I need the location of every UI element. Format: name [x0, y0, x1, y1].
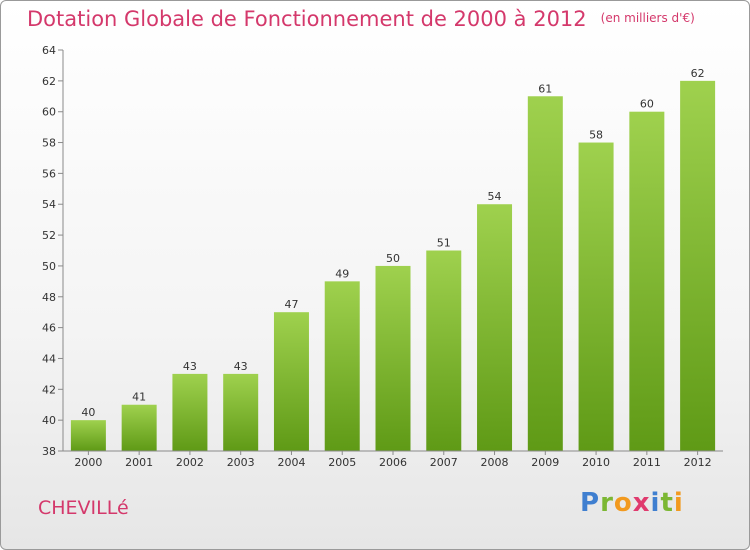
bar-value-label: 50 — [386, 252, 400, 265]
logo-letter: x — [632, 488, 651, 518]
chart-subtitle: (en milliers d'€) — [600, 11, 695, 25]
bar-value-label: 47 — [284, 298, 298, 311]
bar-value-label: 43 — [234, 360, 248, 373]
x-tick-label: 2008 — [481, 456, 509, 469]
y-tick-label: 60 — [42, 106, 56, 119]
bar-value-label: 49 — [335, 267, 349, 280]
y-tick-label: 46 — [42, 322, 56, 335]
x-tick-label: 2001 — [125, 456, 153, 469]
bar — [629, 111, 665, 451]
y-tick-label: 52 — [42, 229, 56, 242]
bar-value-label: 58 — [589, 129, 603, 142]
logo-letter: r — [600, 488, 614, 518]
x-tick-label: 2011 — [633, 456, 661, 469]
bar-value-label: 60 — [640, 98, 654, 111]
bar-value-label: 62 — [691, 67, 705, 80]
bar-value-label: 40 — [81, 406, 95, 419]
chart-title: Dotation Globale de Fonctionnement de 20… — [27, 7, 695, 31]
bar-value-label: 54 — [488, 190, 502, 203]
y-tick-label: 54 — [42, 198, 56, 211]
commune-name: CHEVILLé — [38, 497, 129, 519]
x-tick-label: 2004 — [277, 456, 305, 469]
x-tick-label: 2006 — [379, 456, 407, 469]
y-tick-label: 50 — [42, 260, 56, 273]
bar — [121, 404, 157, 451]
x-tick-label: 2003 — [227, 456, 255, 469]
y-tick-label: 64 — [42, 44, 56, 57]
y-tick-label: 48 — [42, 291, 56, 304]
logo-letter: P — [580, 488, 601, 518]
y-tick-label: 58 — [42, 137, 56, 150]
bar-value-label: 51 — [437, 237, 451, 250]
bars: 40 41 43 43 47 49 50 51 54 61 58 60 62 — [70, 67, 716, 452]
x-axis: 2000 2001 2002 2003 2004 2005 2006 2007 2008 2009… — [63, 450, 723, 469]
logo-letter: t — [660, 488, 674, 518]
chart-title-text: Dotation Globale de Fonctionnement de 20… — [27, 7, 587, 31]
logo-letter: o — [613, 488, 633, 518]
bar — [70, 420, 106, 451]
x-tick-label: 2000 — [74, 456, 102, 469]
x-tick-label: 2010 — [582, 456, 610, 469]
bar-value-label: 43 — [183, 360, 197, 373]
y-tick-label: 62 — [42, 75, 56, 88]
bar-value-label: 61 — [538, 82, 552, 95]
logo-letter: i — [673, 488, 684, 518]
bar — [578, 142, 614, 452]
bar — [527, 96, 563, 452]
x-tick-label: 2009 — [531, 456, 559, 469]
y-tick-label: 56 — [42, 167, 56, 180]
bar — [324, 281, 360, 451]
bar — [375, 265, 411, 451]
bar — [680, 80, 716, 451]
y-axis: 38 40 42 44 46 48 50 52 54 56 58 60 62 64 — [42, 44, 64, 458]
y-tick-label: 40 — [42, 414, 56, 427]
bar — [426, 250, 462, 451]
bar — [477, 204, 513, 451]
x-tick-label: 2007 — [430, 456, 458, 469]
bar — [223, 373, 259, 451]
bar — [172, 373, 208, 451]
x-tick-label: 2005 — [328, 456, 356, 469]
bar-value-label: 41 — [132, 391, 146, 404]
x-tick-label: 2012 — [684, 456, 712, 469]
logo-letter: i — [650, 488, 661, 518]
x-tick-label: 2002 — [176, 456, 204, 469]
bar — [273, 312, 309, 451]
y-tick-label: 42 — [42, 383, 56, 396]
y-tick-label: 44 — [42, 352, 56, 365]
proxiti-logo: Proxiti — [580, 488, 684, 518]
y-tick-label: 38 — [42, 445, 56, 458]
